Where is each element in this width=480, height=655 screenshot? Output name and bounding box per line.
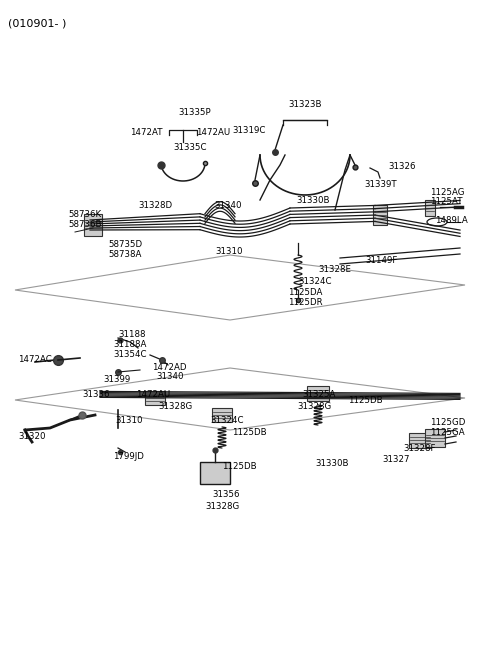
Text: 1489LA: 1489LA	[435, 216, 468, 225]
Text: 1125GA: 1125GA	[430, 428, 465, 437]
Text: 31188: 31188	[118, 330, 145, 339]
Text: 31319C: 31319C	[232, 126, 265, 135]
Text: 1472AC: 1472AC	[18, 355, 52, 364]
Text: 1472AT: 1472AT	[131, 128, 163, 137]
Text: 31149F: 31149F	[365, 256, 397, 265]
Text: 31356: 31356	[212, 490, 240, 499]
Text: 31328G: 31328G	[297, 402, 331, 411]
Text: 1799JD: 1799JD	[113, 452, 144, 461]
Text: 1125DB: 1125DB	[348, 396, 383, 405]
Text: 31339T: 31339T	[364, 180, 396, 189]
Text: 1472AU: 1472AU	[136, 390, 170, 399]
Text: 1125DR: 1125DR	[288, 298, 323, 307]
Bar	[200, 462, 230, 484]
Text: 31327: 31327	[382, 455, 409, 464]
Text: 31336: 31336	[82, 390, 109, 399]
Text: 31330B: 31330B	[315, 459, 348, 468]
Text: 31340: 31340	[156, 372, 183, 381]
Bar	[84, 214, 102, 236]
Text: 31399: 31399	[103, 375, 130, 384]
Text: 31188A: 31188A	[113, 340, 146, 349]
Text: 1472AD: 1472AD	[152, 363, 187, 372]
Text: 31328F: 31328F	[403, 444, 435, 453]
Text: 31320: 31320	[18, 432, 46, 441]
Bar	[425, 200, 435, 216]
Bar	[145, 391, 165, 405]
Text: 1125DA: 1125DA	[288, 288, 323, 297]
Text: 58736K: 58736K	[68, 210, 101, 219]
Text: 1125AG: 1125AG	[430, 188, 465, 197]
Text: 31354C: 31354C	[113, 350, 146, 359]
Text: 1125DB: 1125DB	[232, 428, 266, 437]
Text: 31340: 31340	[214, 201, 242, 210]
Text: 1472AU: 1472AU	[196, 128, 230, 137]
Text: 1125GD: 1125GD	[430, 418, 466, 427]
Text: 31328G: 31328G	[205, 502, 239, 511]
Text: 31323B: 31323B	[288, 100, 322, 109]
Text: 31310: 31310	[115, 416, 143, 425]
Text: 31328E: 31328E	[318, 265, 351, 274]
Text: 31335C: 31335C	[173, 143, 206, 152]
Bar	[212, 408, 232, 422]
Text: 1125AT: 1125AT	[430, 197, 463, 206]
Text: 31328D: 31328D	[138, 201, 172, 210]
Bar	[373, 205, 387, 225]
Text: 31326: 31326	[388, 162, 416, 171]
Ellipse shape	[427, 218, 447, 226]
Text: 58735D: 58735D	[108, 240, 142, 249]
Bar	[425, 429, 445, 447]
Text: 31330B: 31330B	[296, 196, 329, 205]
Text: 31324C: 31324C	[298, 277, 332, 286]
Bar	[409, 432, 431, 447]
Text: 31325A: 31325A	[302, 390, 336, 399]
Text: 31324C: 31324C	[210, 416, 243, 425]
Text: 58738A: 58738A	[108, 250, 142, 259]
Text: 31310: 31310	[215, 247, 242, 256]
Bar	[307, 386, 329, 400]
Text: 31328G: 31328G	[158, 402, 192, 411]
Text: (010901- ): (010901- )	[8, 18, 66, 28]
Text: 1125DB: 1125DB	[222, 462, 257, 471]
Text: 31335P: 31335P	[179, 108, 211, 117]
Text: 58736B: 58736B	[68, 220, 101, 229]
